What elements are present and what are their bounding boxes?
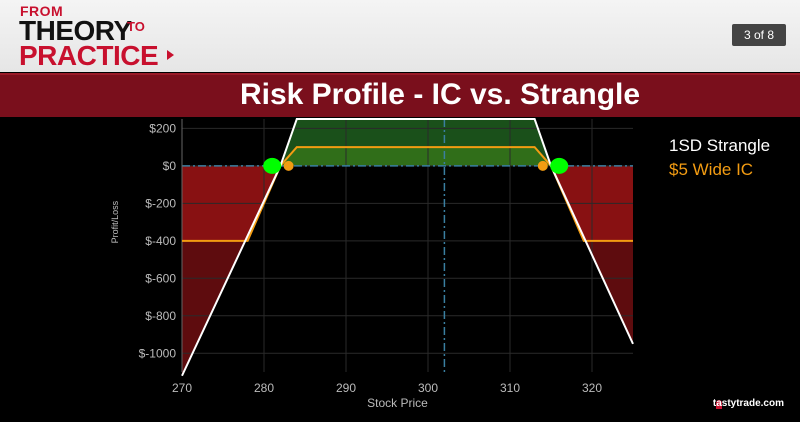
logo-to-text: TO <box>127 19 145 34</box>
y-tick-label-0: $200 <box>149 121 176 135</box>
legend-strangle: 1SD Strangle <box>669 136 771 155</box>
y-tick-label-5: $-800 <box>145 309 176 323</box>
ic-breakeven-dot-3 <box>537 160 548 171</box>
logo-practice-text: PRACTICE <box>19 40 159 71</box>
tastytrade-cherry-icon <box>716 400 722 409</box>
tastytrade-logo-text: tastytrade.com <box>712 398 784 409</box>
x-tick-label-5: 320 <box>582 381 602 395</box>
legend-ic: $5 Wide IC <box>669 160 754 179</box>
ic-line <box>182 146 633 242</box>
ic-breakeven-dot-2 <box>283 160 294 171</box>
logo-from-text: FROM <box>20 3 64 19</box>
y-tick-label-2: $-200 <box>145 196 176 210</box>
strangle-breakeven-dot-0 <box>263 157 282 174</box>
logo-arrow-icon <box>167 50 174 60</box>
strangle-breakeven-dot-1 <box>550 157 569 174</box>
y-tick-label-1: $0 <box>163 159 177 173</box>
y-tick-label-3: $-400 <box>145 234 176 248</box>
x-tick-label-4: 310 <box>500 381 520 395</box>
x-tick-label-2: 290 <box>336 381 356 395</box>
strangle-line <box>181 118 634 377</box>
slide-title: Risk Profile - IC vs. Strangle <box>239 78 641 111</box>
x-axis-label: Stock Price <box>367 396 428 410</box>
header-bar: FROM THEORY TO PRACTICE 3 of 8 <box>0 0 800 72</box>
profit-area-ic <box>280 147 551 166</box>
logo-theory-text: THEORY <box>19 15 132 46</box>
risk-profile-chart: $200 $0 $-200 $-400 $-600 $-800 $-1000 270 280 29… <box>110 118 634 410</box>
x-tick-label-0: 270 <box>172 381 192 395</box>
y-tick-label-6: $-1000 <box>139 346 177 360</box>
title-band: Risk Profile - IC vs. Strangle <box>0 73 800 117</box>
slide-counter-badge: 3 of 8 <box>732 24 786 46</box>
x-tick-label-1: 280 <box>254 381 274 395</box>
y-tick-label-4: $-600 <box>145 271 176 285</box>
y-axis-label: Profit/Loss <box>110 200 120 243</box>
x-tick-label-3: 300 <box>418 381 438 395</box>
